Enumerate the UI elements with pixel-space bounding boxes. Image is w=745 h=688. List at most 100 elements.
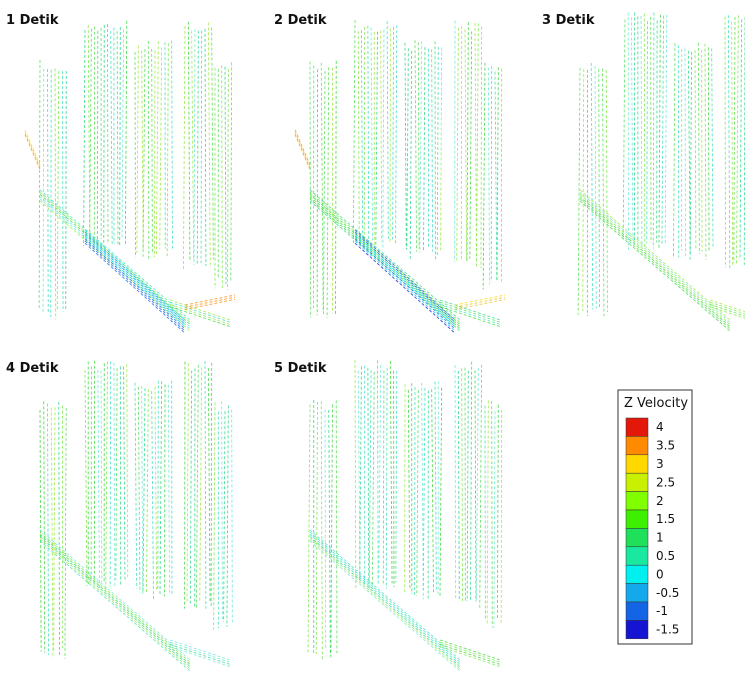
vector-strand (396, 25, 397, 245)
vector-strand (396, 371, 397, 583)
vector-strand (168, 385, 169, 595)
vector-strand (497, 405, 498, 618)
panel-label: 1 Detik (6, 13, 59, 28)
vector-strand (310, 541, 460, 671)
vector-strand (222, 65, 223, 288)
vector-strand (84, 30, 85, 246)
legend-label: 2.5 (656, 475, 675, 489)
vector-strand (606, 70, 607, 312)
vector-strand (476, 23, 478, 267)
vector-strand (631, 18, 632, 240)
vector-strand (578, 68, 580, 315)
vector-strand (43, 69, 44, 314)
vector-strand (205, 361, 206, 609)
vector-strand (355, 243, 455, 333)
vector-strand (201, 31, 202, 264)
vector-strand (160, 48, 162, 249)
vector-strand (371, 28, 373, 242)
vector-strand (225, 67, 226, 284)
vector-strand (327, 67, 329, 318)
vector-strand (25, 130, 40, 165)
vector-strand (200, 367, 202, 602)
vector-strand (737, 15, 739, 264)
vector-strand (728, 15, 729, 269)
vector-strand (66, 71, 67, 309)
vector-strand (355, 232, 455, 322)
vector-strand (310, 534, 460, 664)
vector-strand (85, 243, 185, 333)
vector-strand (51, 70, 52, 317)
panel-label: 2 Detik (274, 13, 327, 28)
legend-label: -1.5 (656, 623, 679, 637)
vector-strand (208, 22, 210, 266)
vector-strand (641, 16, 642, 247)
vector-strand (387, 21, 388, 239)
vector-strand (440, 644, 500, 664)
vector-strand (336, 400, 337, 653)
vector-strand (331, 404, 333, 659)
vector-strand (25, 132, 40, 167)
vector-strand (393, 27, 394, 240)
vector-strand (214, 402, 215, 629)
vector-strand (695, 50, 696, 249)
panel-label: 5 Detik (274, 361, 327, 376)
vector-strand (135, 383, 137, 589)
vector-strand (653, 13, 654, 249)
vector-strand (665, 15, 667, 245)
vector-strand (59, 402, 60, 656)
vector-strand (361, 30, 362, 238)
vector-strand (360, 367, 362, 583)
vector-strand (196, 365, 198, 608)
vector-strand (51, 408, 53, 659)
vector-strand (698, 43, 699, 254)
vector-strand (143, 49, 145, 257)
vector-strand (310, 530, 460, 660)
legend-label: 0.5 (656, 549, 675, 563)
vector-strand (710, 302, 745, 322)
vector-strand (106, 361, 108, 588)
vector-strand (440, 388, 442, 597)
vector-strand (580, 192, 730, 322)
vector-strand (379, 365, 381, 580)
vector-strand (85, 232, 185, 322)
vector-strand (135, 52, 136, 257)
vector-strand (435, 382, 436, 590)
vector-strand (114, 363, 115, 587)
vector-strand (211, 363, 212, 608)
vector-strand (353, 20, 355, 245)
vector-strand (623, 20, 625, 241)
vector-strand (116, 368, 117, 579)
vector-strand (647, 21, 648, 243)
vector-strand (662, 16, 664, 246)
vector-strand (470, 31, 472, 258)
vector-strand (146, 389, 148, 593)
vector-strand (127, 364, 128, 578)
vector-strand (172, 41, 173, 251)
vector-strand (408, 390, 410, 589)
vector-strand (170, 644, 230, 664)
legend-label: 3 (656, 457, 664, 471)
vector-strand (458, 371, 459, 600)
vector-strand (167, 43, 168, 257)
legend-swatch (626, 436, 648, 454)
vector-strand (125, 21, 126, 245)
vector-strand (155, 387, 157, 590)
vector-strand (580, 194, 730, 324)
vector-strand (154, 51, 155, 258)
vector-strand (48, 69, 49, 313)
vector-strand (316, 402, 317, 654)
vector-strand (355, 360, 356, 589)
vector-strand (591, 63, 592, 309)
vector-strand (185, 299, 235, 309)
vector-strand (483, 63, 485, 290)
vector-strand (44, 401, 45, 652)
vector-strand (405, 43, 406, 249)
vector-strand (437, 47, 438, 257)
vector-strand (580, 190, 730, 320)
vector-strand (295, 132, 310, 167)
vector-strand (160, 381, 162, 595)
vector-strand (386, 368, 387, 589)
vector-strand (152, 391, 154, 600)
vector-strand (88, 25, 90, 246)
vector-strand (734, 17, 735, 263)
